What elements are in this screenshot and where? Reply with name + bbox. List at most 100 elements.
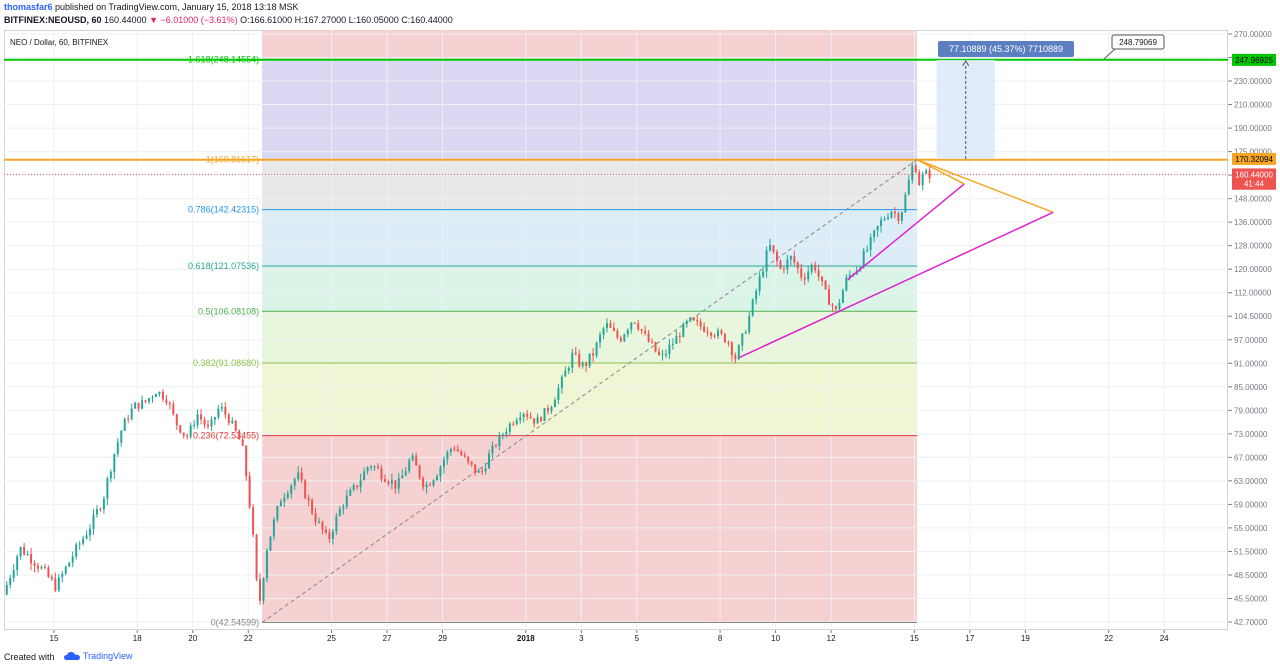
time-tick-label: 29 bbox=[438, 634, 447, 643]
candle-body bbox=[363, 471, 366, 481]
candle-body bbox=[744, 332, 747, 334]
candle-body bbox=[50, 576, 53, 579]
measure-label: 77.10889 (45.37%) 7710889 bbox=[949, 44, 1063, 54]
candle-body bbox=[914, 165, 917, 173]
candle-body bbox=[491, 445, 494, 454]
candle-body bbox=[106, 478, 109, 499]
time-tick-label: 18 bbox=[133, 634, 142, 643]
candle-body bbox=[831, 304, 834, 306]
candle-body bbox=[481, 470, 484, 472]
candle-body bbox=[394, 480, 397, 489]
candle-body bbox=[255, 534, 258, 580]
candle-body bbox=[314, 513, 317, 522]
candle-body bbox=[203, 419, 206, 425]
candle-body bbox=[54, 578, 57, 591]
fib-diagonal-line bbox=[261, 159, 918, 623]
time-tick-label: 19 bbox=[1021, 634, 1030, 643]
time-tick-label: 2018 bbox=[517, 634, 535, 643]
candle-body bbox=[678, 335, 681, 337]
price-axis-bg bbox=[1228, 30, 1280, 630]
candle-body bbox=[817, 270, 820, 277]
fib-level-label: 0.618(121.07536) bbox=[188, 261, 259, 271]
symbol-label: BITFINEX:NEOUSD, 60 bbox=[4, 15, 102, 25]
candle-body bbox=[442, 459, 445, 468]
candle-body bbox=[685, 321, 688, 324]
candle-body bbox=[68, 562, 71, 567]
candle-body bbox=[297, 472, 300, 480]
price-tick-label: 59.00000 bbox=[1234, 500, 1268, 509]
candle-body bbox=[904, 194, 907, 213]
candle-body bbox=[755, 290, 758, 300]
fib-level-label: 0.382(91.08680) bbox=[193, 358, 259, 368]
candle-body bbox=[248, 476, 251, 508]
candle-body bbox=[352, 485, 355, 490]
candle-body bbox=[925, 170, 928, 174]
tradingview-brand[interactable]: TradingView bbox=[64, 651, 133, 661]
candle-body bbox=[748, 315, 751, 333]
candle-body bbox=[141, 400, 144, 409]
candle-body bbox=[259, 579, 262, 601]
candle-body bbox=[345, 495, 348, 507]
candle-body bbox=[529, 416, 532, 419]
candle-body bbox=[151, 397, 154, 399]
candle-body bbox=[383, 478, 386, 482]
candle-body bbox=[803, 277, 806, 280]
candle-body bbox=[359, 480, 362, 488]
candle-body bbox=[401, 475, 404, 479]
fib-band-top bbox=[262, 30, 918, 60]
callout-pointer bbox=[1103, 47, 1117, 60]
candle-body bbox=[71, 556, 74, 563]
candle-body bbox=[897, 213, 900, 221]
created-with-text: Created with bbox=[4, 652, 55, 662]
time-tick-label: 3 bbox=[579, 634, 584, 643]
author-link[interactable]: thomasfar6 bbox=[4, 2, 53, 12]
candle-body bbox=[200, 414, 203, 420]
candle-body bbox=[470, 461, 473, 465]
candle-body bbox=[723, 333, 726, 343]
candle-body bbox=[304, 480, 307, 499]
candle-body bbox=[411, 455, 414, 461]
candle-body bbox=[165, 399, 168, 403]
candle-body bbox=[116, 442, 119, 454]
candle-body bbox=[713, 335, 716, 337]
chart-header: thomasfar6 published on TradingView.com,… bbox=[0, 0, 1280, 30]
candle-body bbox=[682, 323, 685, 337]
candle-body bbox=[779, 260, 782, 269]
candle-body bbox=[57, 577, 60, 591]
time-tick-label: 8 bbox=[718, 634, 723, 643]
candle-body bbox=[435, 476, 438, 481]
candle-body bbox=[463, 455, 466, 457]
price-tick-label: 85.00000 bbox=[1234, 383, 1268, 392]
fib-level-label: 0(42.54599) bbox=[211, 617, 260, 627]
candle-body bbox=[775, 251, 778, 261]
candle-body bbox=[588, 353, 591, 366]
candle-body bbox=[102, 498, 105, 510]
candle-body bbox=[800, 268, 803, 278]
candle-body bbox=[900, 212, 903, 221]
candle-body bbox=[95, 509, 98, 515]
last-price: 160.44000 bbox=[104, 15, 147, 25]
fib-level-label: 0.236(72.53455) bbox=[193, 431, 259, 441]
candle-body bbox=[300, 472, 303, 481]
candle-body bbox=[730, 342, 733, 356]
candle-body bbox=[720, 330, 723, 334]
callout-label: 248.79069 bbox=[1119, 38, 1157, 47]
candle-body bbox=[338, 508, 341, 517]
candle-body bbox=[293, 479, 296, 486]
candle-body bbox=[89, 528, 92, 536]
candle-body bbox=[262, 578, 265, 601]
candle-body bbox=[12, 570, 15, 578]
candle-body bbox=[33, 563, 36, 566]
time-tick-label: 17 bbox=[965, 634, 974, 643]
candle-body bbox=[536, 417, 539, 424]
candle-body bbox=[408, 460, 411, 472]
candle-body bbox=[574, 352, 577, 355]
candle-body bbox=[467, 456, 470, 462]
candle-body bbox=[120, 430, 123, 443]
candle-body bbox=[758, 276, 761, 291]
candle-body bbox=[734, 355, 737, 360]
candle-body bbox=[664, 354, 667, 356]
candle-body bbox=[269, 536, 272, 551]
candle-body bbox=[477, 470, 480, 473]
